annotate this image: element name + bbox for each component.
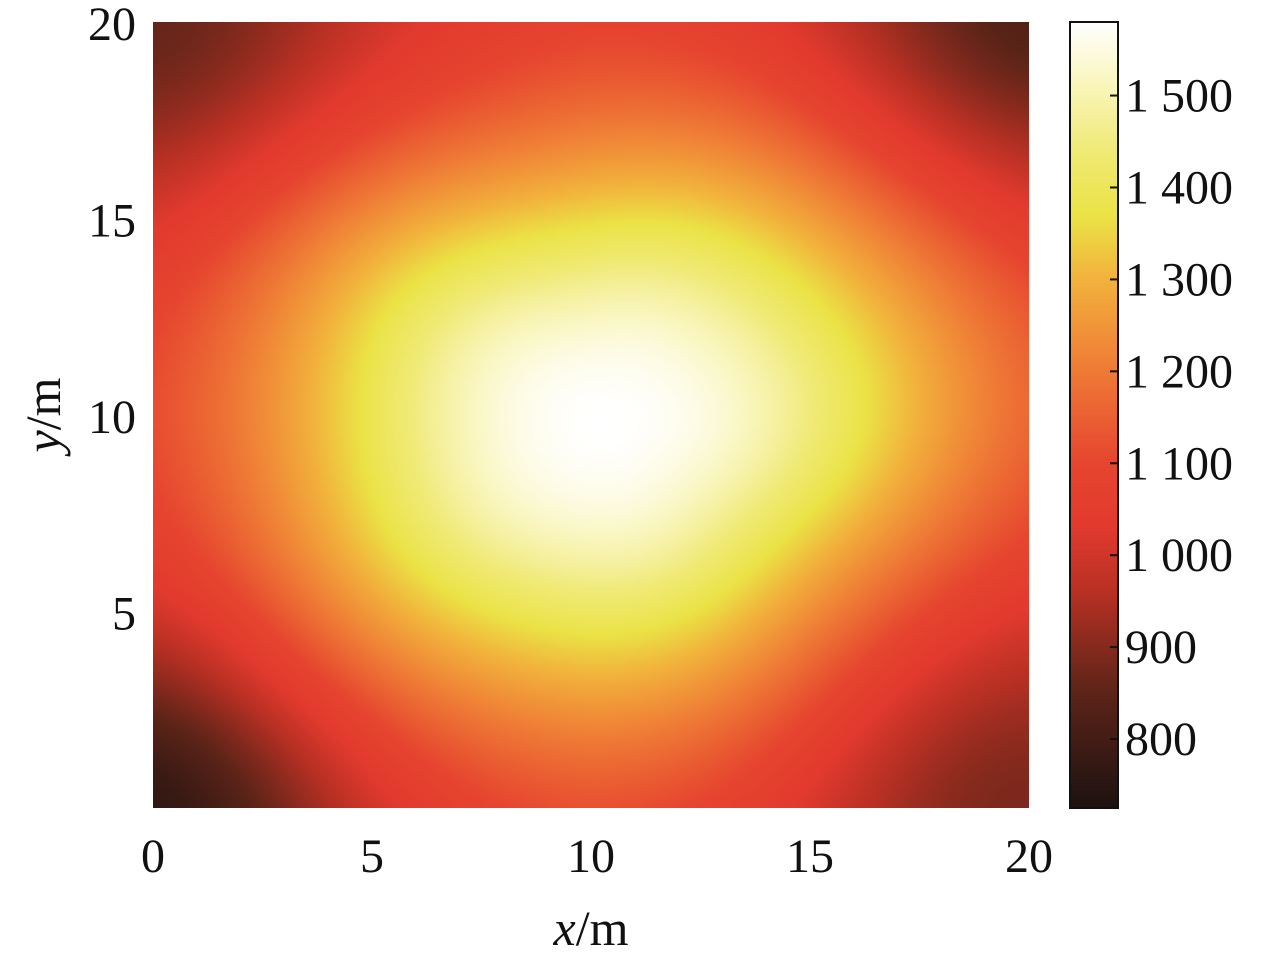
colorbar-tick-label: 1 000 <box>1125 529 1233 582</box>
colorbar-tick-label: 1 200 <box>1125 345 1233 398</box>
y-tick-label: 10 <box>88 391 136 444</box>
colorbar-tick-label: 800 <box>1125 713 1197 766</box>
y-tick-label: 5 <box>112 588 136 641</box>
colorbar-gradient <box>1070 22 1118 808</box>
colorbar-tick-label: 1 100 <box>1125 437 1233 490</box>
heatmap-field <box>153 22 1029 808</box>
colorbar-frame <box>1069 21 1119 809</box>
x-tick-label: 0 <box>141 830 165 883</box>
y-axis-label: y/m <box>15 377 71 457</box>
colorbar-tick-label: 900 <box>1125 621 1197 674</box>
colorbar: 800 900 1 000 1 100 1 200 1 300 1 400 1 500 <box>1069 21 1233 809</box>
x-axis-ticks: 0 5 10 15 20 <box>141 830 1053 883</box>
y-tick-label: 15 <box>88 195 136 248</box>
colorbar-ticks: 800 900 1 000 1 100 1 200 1 300 1 400 1 500 <box>1110 70 1233 766</box>
colorbar-tick-label: 1 400 <box>1125 161 1233 214</box>
plot-area <box>153 22 1029 808</box>
x-axis-label: x/m <box>553 900 629 956</box>
y-axis-ticks: 5 10 15 20 <box>88 0 136 641</box>
x-tick-label: 10 <box>567 830 615 883</box>
x-tick-label: 5 <box>360 830 384 883</box>
y-tick-label: 20 <box>88 0 136 51</box>
x-tick-label: 20 <box>1005 830 1053 883</box>
colorbar-tick-label: 1 300 <box>1125 253 1233 306</box>
colorbar-tick-label: 1 500 <box>1125 70 1233 123</box>
x-tick-label: 15 <box>786 830 834 883</box>
